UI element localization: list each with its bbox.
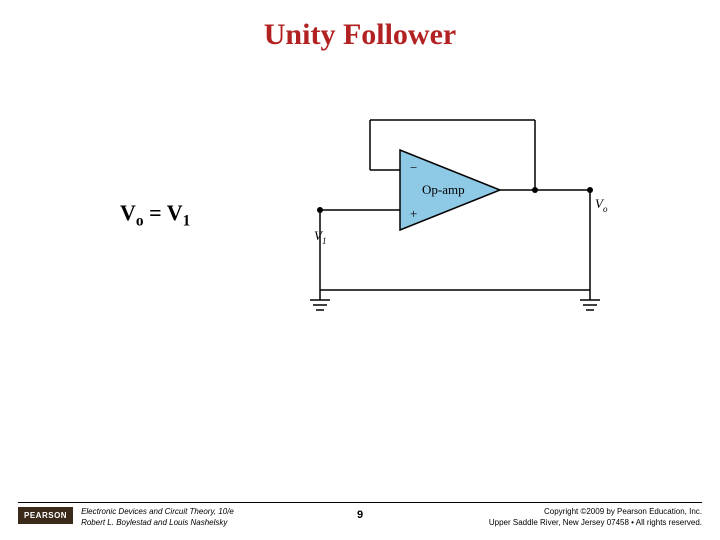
page-title: Unity Follower — [0, 18, 720, 52]
eq-v1-sub: 1 — [183, 212, 191, 229]
footer: PEARSON Electronic Devices and Circuit T… — [0, 502, 720, 540]
eq-equals: = — [144, 200, 167, 225]
copyright-line1: Copyright ©2009 by Pearson Education, In… — [380, 507, 702, 517]
circuit-diagram: − + Op-amp V1 Vo — [290, 100, 620, 330]
book-info: Electronic Devices and Circuit Theory, 1… — [81, 507, 234, 528]
label-plus: + — [410, 206, 417, 221]
copyright: Copyright ©2009 by Pearson Education, In… — [380, 507, 702, 528]
book-authors: Robert L. Boylestad and Louis Nashelsky — [81, 518, 234, 528]
page-number: 9 — [340, 507, 380, 521]
copyright-line2: Upper Saddle River, New Jersey 07458 • A… — [380, 518, 702, 528]
pearson-logo: PEARSON — [18, 507, 73, 524]
footer-divider — [18, 502, 702, 503]
eq-vo: V — [120, 200, 136, 225]
label-vo: Vo — [595, 196, 608, 214]
ground-left — [310, 290, 330, 310]
eq-vo-sub: o — [136, 212, 144, 229]
ground-right — [580, 290, 600, 310]
label-opamp: Op-amp — [422, 182, 465, 197]
gain-equation: Vo = V1 — [120, 200, 190, 230]
eq-v1: V — [167, 200, 183, 225]
book-title: Electronic Devices and Circuit Theory, 1… — [81, 507, 234, 517]
label-minus: − — [410, 160, 417, 175]
